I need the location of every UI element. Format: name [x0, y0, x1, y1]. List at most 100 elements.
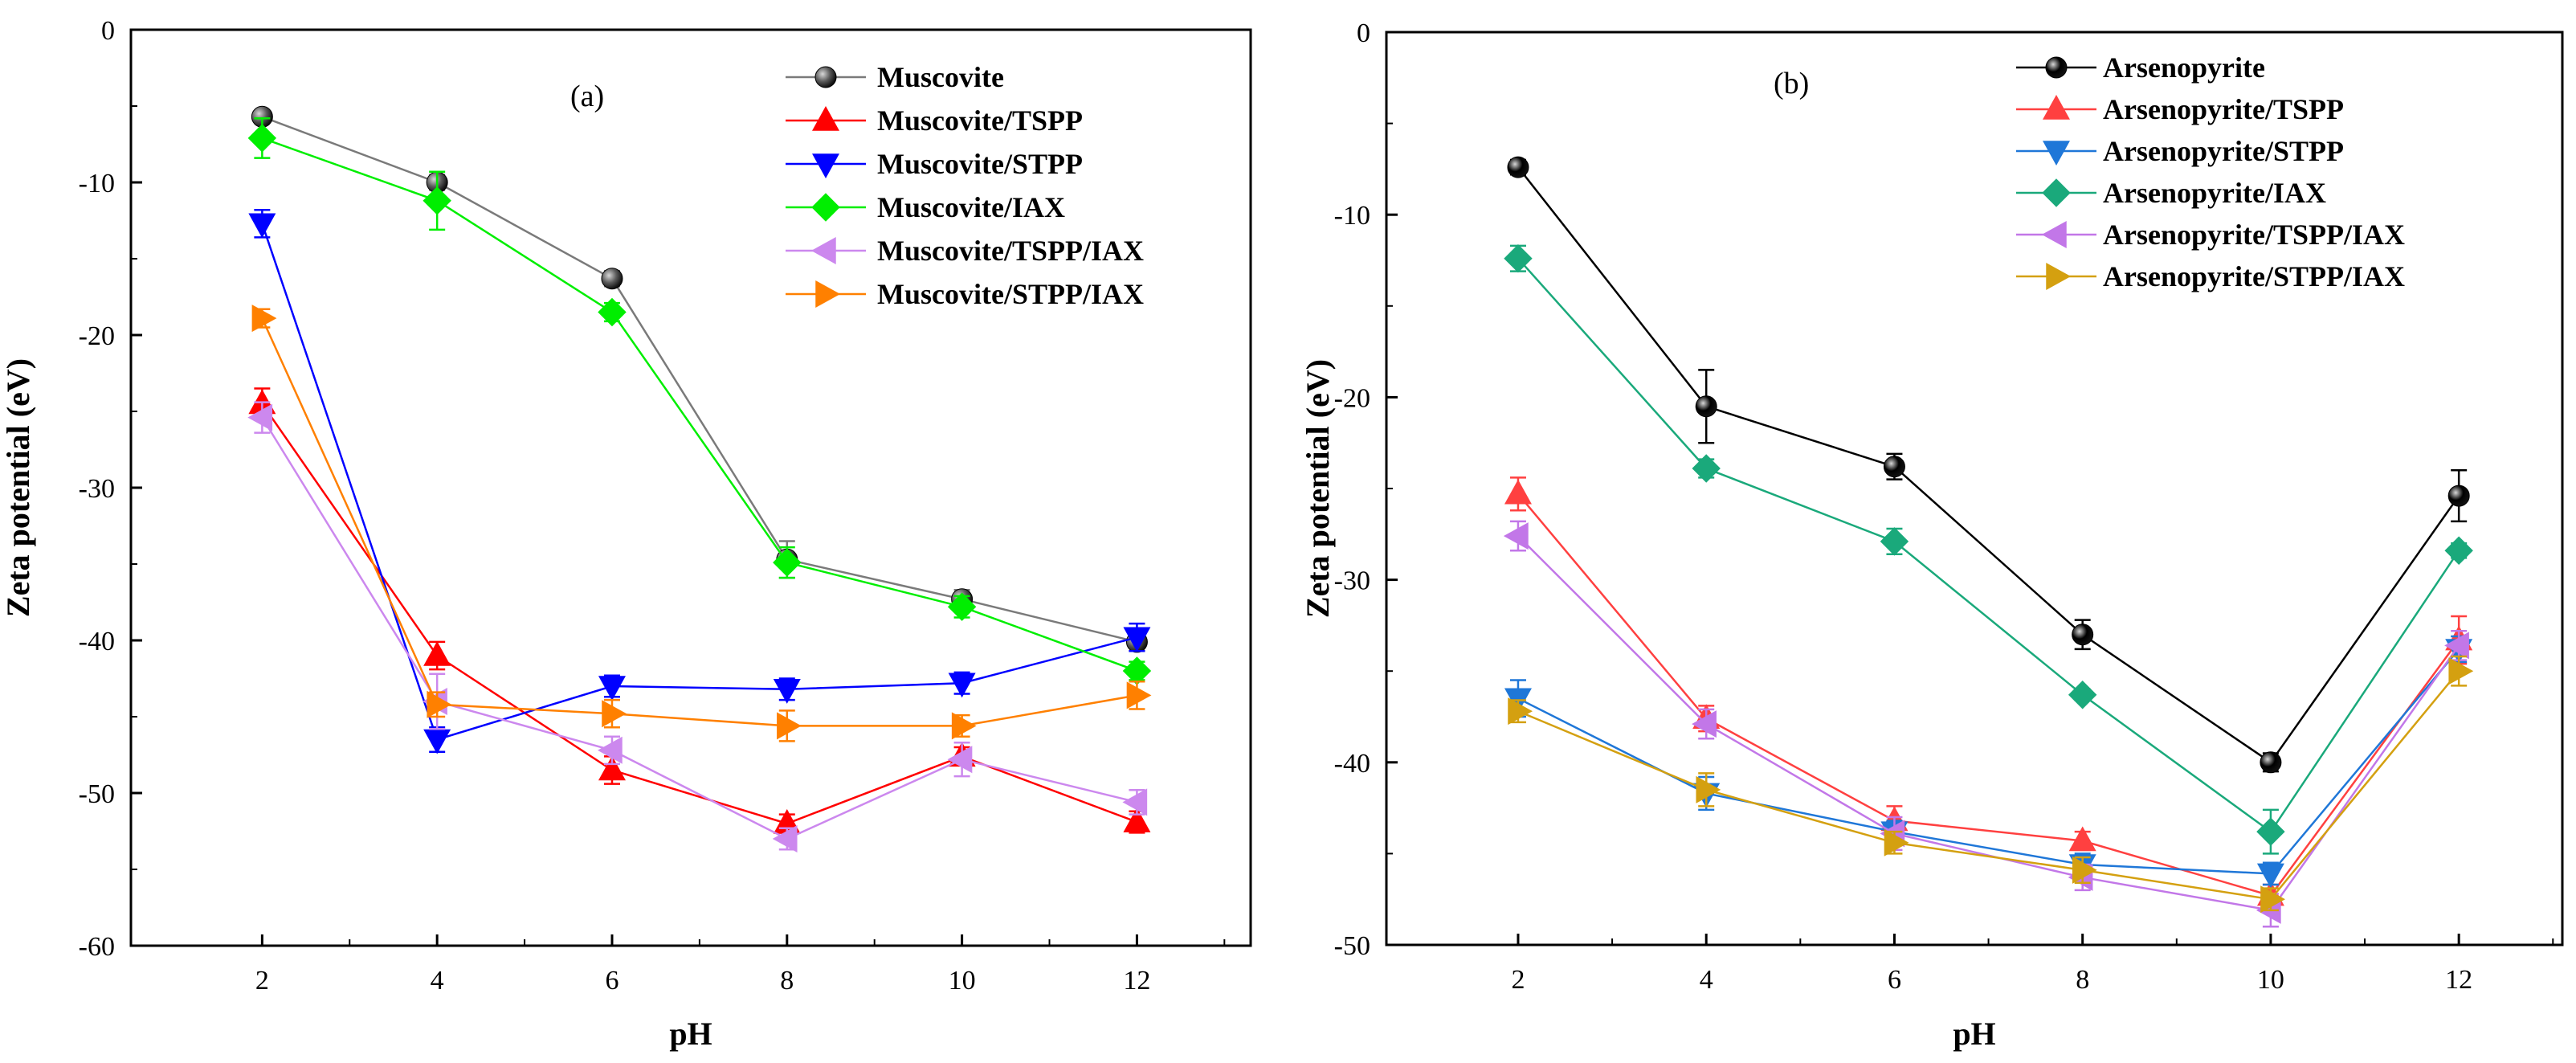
legend-label: Muscovite/TSPP [877, 104, 1083, 137]
data-point [777, 712, 802, 740]
x-tick-label-b: 2 [1511, 965, 1525, 995]
data-point [951, 712, 977, 740]
data-point [2447, 484, 2470, 507]
series-a-0 [251, 105, 1148, 653]
series-line [1517, 166, 2460, 764]
y-tick-label-a: -30 [79, 474, 115, 504]
legend-label: Arsenopyrite/STPP/IAX [2103, 260, 2405, 292]
data-point [1692, 710, 1717, 738]
legend-marker [2042, 178, 2071, 207]
data-point [1883, 456, 1905, 478]
series-line [261, 416, 1137, 840]
legend-marker [810, 237, 836, 264]
x-tick-label-a: 4 [431, 966, 444, 996]
y-tick-label-b: -30 [1334, 566, 1370, 596]
data-point [2072, 623, 2094, 646]
data-point [2068, 681, 2097, 709]
y-tick-label-a: -60 [79, 932, 115, 962]
data-point [2444, 536, 2473, 565]
legend-marker [2041, 221, 2067, 248]
data-point [1122, 788, 1148, 816]
data-point [1123, 807, 1151, 832]
legend-marker [811, 193, 840, 222]
legend-marker [2046, 263, 2072, 290]
data-point [2260, 751, 2282, 774]
series-line [1517, 493, 2460, 897]
x-axis-title-a: pH [669, 1016, 712, 1052]
data-point [1503, 522, 1529, 550]
x-tick-label-b: 12 [2445, 965, 2472, 995]
series-line [1517, 535, 2460, 912]
data-point [1122, 656, 1152, 685]
data-point [1692, 454, 1721, 483]
x-tick-label-a: 10 [949, 966, 976, 996]
legend-label: Muscovite/STPP/IAX [877, 278, 1144, 310]
series-b-5 [1508, 655, 2474, 914]
series-b-1 [1504, 476, 2473, 908]
legend-marker [2043, 141, 2070, 166]
legend-marker [2043, 94, 2070, 120]
x-tick-label-b: 4 [1700, 965, 1713, 995]
series-a-4 [247, 401, 1148, 852]
legend-marker [812, 153, 839, 179]
data-point [1884, 828, 1909, 857]
data-point [1504, 244, 1533, 273]
data-point [423, 640, 451, 666]
data-point [2256, 863, 2284, 889]
data-point [423, 186, 451, 215]
data-point [947, 746, 973, 774]
data-point [1696, 775, 1721, 803]
series-line [1517, 670, 2460, 901]
legend-label: Arsenopyrite/TSPP [2103, 93, 2344, 125]
data-point [602, 700, 627, 728]
data-point [2444, 632, 2469, 660]
legend-marker [815, 280, 841, 308]
data-point [1695, 395, 1717, 418]
x-axis-title-b: pH [1953, 1016, 1995, 1052]
data-point [773, 679, 801, 704]
data-point [2072, 856, 2097, 884]
legend-label: Muscovite/IAX [877, 191, 1065, 223]
legend-label: Arsenopyrite/STPP [2103, 135, 2344, 167]
data-point [423, 729, 451, 754]
plot-frame-b [1385, 31, 2564, 946]
series-b-3 [1504, 244, 2473, 855]
y-tick-label-b: -20 [1334, 383, 1370, 413]
data-point [1123, 627, 1151, 652]
series-b-2 [1504, 635, 2473, 889]
y-axis-title-a: Zeta potential (eV) [0, 358, 36, 617]
panel-b: 0 -10 -20 -30 -40 -50 2 4 6 8 10 12 pH Zeta potential… [1300, 18, 2564, 1052]
data-point [248, 213, 276, 239]
legend-label: Muscovite [877, 61, 1004, 93]
series-b-0 [1507, 156, 2470, 774]
data-point [773, 548, 802, 577]
series-line [261, 137, 1137, 673]
data-point [597, 736, 623, 764]
y-tick-label-a: -40 [79, 627, 115, 656]
legend-label: Arsenopyrite/TSPP/IAX [2103, 219, 2405, 251]
data-point [2260, 885, 2285, 914]
data-point [601, 268, 623, 290]
x-tick-label-b: 8 [2076, 965, 2089, 995]
x-tick-label-a: 6 [605, 966, 618, 996]
data-point [772, 825, 798, 852]
data-point [251, 305, 277, 333]
legend-a: Muscovite Muscovite/TSPP Muscovite/STPP Mus… [786, 61, 1144, 310]
legend-marker [812, 105, 839, 131]
data-point [1880, 527, 1909, 556]
data-point [427, 690, 452, 718]
data-point [2068, 826, 2096, 852]
data-point [1507, 156, 1529, 178]
panel-label-b: (b) [1774, 67, 1809, 100]
series-a-3 [247, 117, 1152, 685]
series-line [261, 116, 1137, 644]
data-point [2256, 817, 2285, 846]
y-tick-label-a: -50 [79, 779, 115, 809]
data-point [1504, 479, 1532, 505]
x-tick-label-b: 6 [1888, 965, 1901, 995]
y-tick-label-a: -10 [79, 169, 115, 198]
y-tick-label-a: 0 [101, 16, 115, 46]
y-tick-label-b: 0 [1357, 18, 1370, 48]
y-tick-label-a: -20 [79, 321, 115, 351]
